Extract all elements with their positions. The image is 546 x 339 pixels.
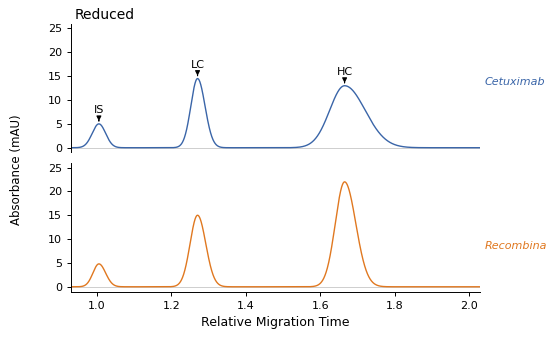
X-axis label: Relative Migration Time: Relative Migration Time [201, 316, 350, 329]
Text: Recombinant: Recombinant [485, 241, 546, 252]
Text: Absorbance (mAU): Absorbance (mAU) [10, 114, 23, 225]
Text: Reduced: Reduced [75, 8, 135, 22]
Text: LC: LC [191, 60, 205, 76]
Text: HC: HC [336, 67, 353, 83]
Text: IS: IS [94, 105, 104, 121]
Text: Cetuximab: Cetuximab [485, 77, 545, 87]
